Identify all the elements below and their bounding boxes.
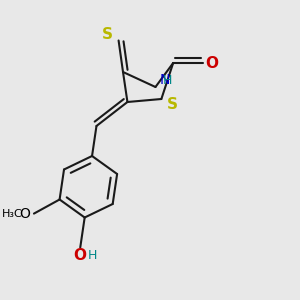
Text: H₃C: H₃C: [2, 208, 22, 219]
Text: O: O: [20, 207, 31, 220]
Text: H: H: [163, 74, 172, 87]
Text: O: O: [74, 248, 87, 263]
Text: H: H: [88, 249, 97, 262]
Text: O: O: [206, 56, 219, 70]
Text: S: S: [167, 97, 178, 112]
Text: S: S: [102, 27, 113, 42]
Text: N: N: [159, 74, 169, 87]
